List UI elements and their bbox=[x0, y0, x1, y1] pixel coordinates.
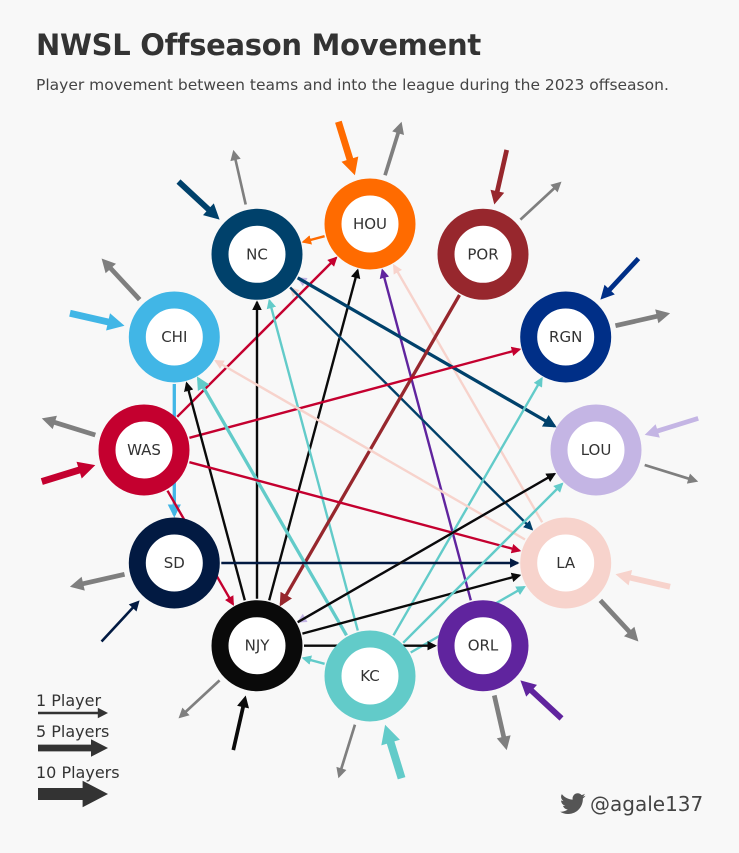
league-out-arrow-sd bbox=[69, 572, 126, 591]
team-label-por: POR bbox=[467, 245, 498, 263]
team-label-chi: CHI bbox=[161, 328, 187, 346]
league-out-arrow-chi bbox=[101, 258, 142, 302]
team-label-was: WAS bbox=[127, 441, 161, 459]
league-out-arrow-rgn bbox=[614, 309, 671, 328]
edge-kc-to-lou bbox=[402, 482, 564, 644]
league-in-arrow-nc bbox=[176, 179, 220, 220]
team-label-nc: NC bbox=[246, 245, 268, 263]
team-ring-sd bbox=[128, 517, 220, 609]
team-label-rgn: RGN bbox=[549, 328, 582, 346]
twitter-bird-icon bbox=[560, 793, 586, 814]
team-node-sd[interactable]: SD bbox=[128, 517, 220, 609]
team-node-chi[interactable]: CHI bbox=[128, 291, 220, 383]
league-arrows bbox=[40, 120, 699, 780]
team-ring-was bbox=[98, 404, 190, 496]
team-node-nc[interactable]: NC bbox=[211, 208, 303, 300]
page-title: NWSL Offseason Movement bbox=[36, 28, 481, 62]
team-node-la[interactable]: LA bbox=[520, 517, 612, 609]
league-in-arrow-sd bbox=[100, 600, 140, 643]
legend-label-1: 1 Player bbox=[36, 691, 102, 710]
page-subtitle: Player movement between teams and into t… bbox=[36, 76, 669, 94]
team-node-hou[interactable]: HOU bbox=[324, 178, 416, 270]
league-out-arrow-la bbox=[598, 598, 639, 642]
edge-was-to-rgn bbox=[189, 346, 522, 439]
edge-njy-to-la bbox=[302, 572, 522, 635]
league-in-arrow-por bbox=[490, 149, 509, 205]
team-ring-hou bbox=[324, 178, 416, 270]
team-label-orl: ORL bbox=[468, 637, 499, 655]
edge-la-to-hou bbox=[392, 263, 544, 523]
league-in-arrow-was bbox=[40, 461, 96, 485]
edge-kc-to-chi bbox=[196, 376, 348, 637]
team-label-kc: KC bbox=[360, 667, 380, 685]
league-out-arrow-hou bbox=[383, 121, 404, 176]
team-node-lou[interactable]: LOU bbox=[550, 404, 642, 496]
team-ring-orl bbox=[437, 600, 529, 692]
league-in-arrow-njy bbox=[231, 695, 249, 751]
edge-la-to-chi bbox=[214, 359, 526, 541]
edge-kc-to-njy bbox=[301, 655, 325, 665]
league-out-arrow-was bbox=[41, 415, 96, 438]
edge-hou-to-nc bbox=[301, 235, 325, 245]
league-in-arrow-chi bbox=[69, 309, 125, 331]
edge-orl-to-hou bbox=[379, 268, 472, 601]
league-out-arrow-lou bbox=[644, 463, 699, 484]
team-label-lou: LOU bbox=[581, 441, 612, 459]
team-ring-njy bbox=[211, 600, 303, 692]
team-node-orl[interactable]: ORL bbox=[437, 600, 529, 692]
edge-nc-to-la bbox=[289, 286, 534, 531]
legend-arrow-5 bbox=[38, 739, 108, 757]
team-node-njy[interactable]: NJY bbox=[211, 600, 303, 692]
twitter-handle[interactable]: @agale137 bbox=[560, 792, 703, 816]
team-nodes: HOU POR RGN LOU LA ORL KC NJY SD WAS CHI NC bbox=[98, 178, 642, 722]
legend-arrow-1 bbox=[38, 707, 108, 719]
edge-njy-to-hou bbox=[268, 268, 361, 601]
edge-was-to-la bbox=[189, 461, 522, 554]
legend-label-5: 5 Players bbox=[36, 722, 110, 741]
league-in-arrow-orl bbox=[520, 680, 564, 721]
team-ring-la bbox=[520, 517, 612, 609]
league-in-arrow-hou bbox=[335, 120, 359, 176]
league-in-arrow-rgn bbox=[600, 256, 641, 300]
league-in-arrow-kc bbox=[381, 724, 406, 780]
team-node-por[interactable]: POR bbox=[437, 208, 529, 300]
team-node-was[interactable]: WAS bbox=[98, 404, 190, 496]
team-ring-lou bbox=[550, 404, 642, 496]
edge-njy-to-lou bbox=[297, 472, 557, 624]
team-label-la: LA bbox=[556, 554, 576, 572]
league-out-arrow-njy bbox=[178, 679, 221, 719]
team-movement-edges bbox=[166, 235, 564, 665]
team-ring-chi bbox=[128, 291, 220, 383]
team-node-rgn[interactable]: RGN bbox=[520, 291, 612, 383]
team-ring-por bbox=[437, 208, 529, 300]
legend-arrow-10 bbox=[38, 780, 108, 808]
team-node-kc[interactable]: KC bbox=[324, 630, 416, 722]
team-ring-kc bbox=[324, 630, 416, 722]
team-ring-rgn bbox=[520, 291, 612, 383]
league-out-arrow-por bbox=[519, 181, 562, 221]
team-label-sd: SD bbox=[164, 554, 185, 572]
team-label-njy: NJY bbox=[245, 637, 271, 655]
league-in-arrow-la bbox=[615, 570, 671, 590]
team-label-hou: HOU bbox=[353, 215, 387, 233]
league-in-arrow-lou bbox=[644, 416, 699, 438]
league-out-arrow-nc bbox=[230, 149, 247, 205]
league-out-arrow-kc bbox=[336, 724, 357, 779]
legend bbox=[38, 707, 108, 808]
legend-label-10: 10 Players bbox=[36, 763, 120, 782]
team-ring-nc bbox=[211, 208, 303, 300]
league-out-arrow-orl bbox=[492, 694, 511, 751]
twitter-handle-text: @agale137 bbox=[590, 792, 704, 816]
edge-kc-to-nc bbox=[266, 298, 359, 631]
